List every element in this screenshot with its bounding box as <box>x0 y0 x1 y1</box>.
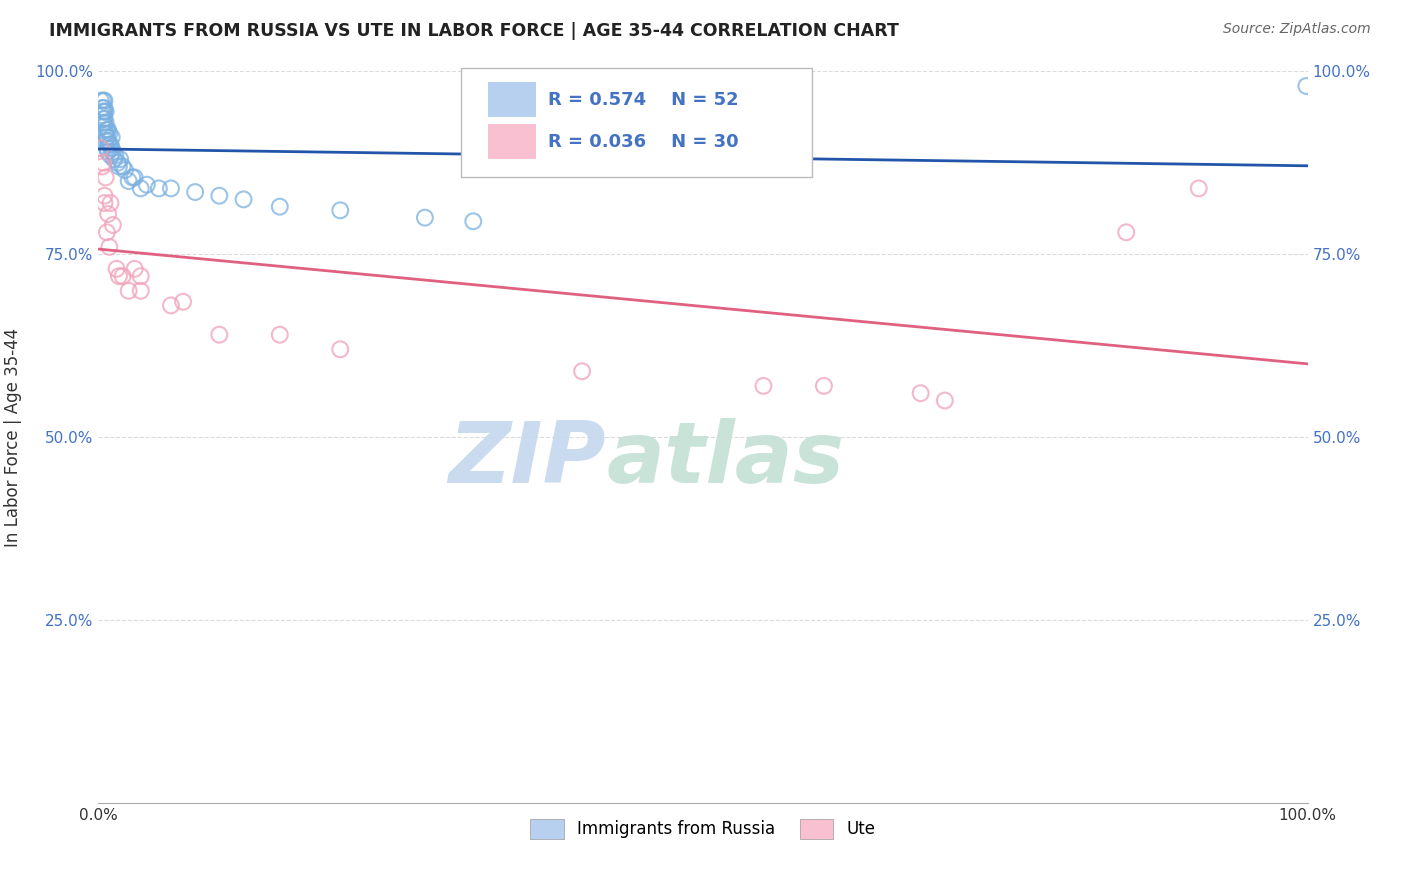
Point <box>910 386 932 401</box>
Point <box>413 211 436 225</box>
Point <box>98 137 121 152</box>
Point <box>96 225 118 239</box>
Point <box>91 115 114 129</box>
Text: Source: ZipAtlas.com: Source: ZipAtlas.com <box>1223 22 1371 37</box>
Point <box>93 127 115 141</box>
Y-axis label: In Labor Force | Age 35-44: In Labor Force | Age 35-44 <box>4 327 21 547</box>
Point <box>135 178 157 192</box>
Point <box>96 123 118 137</box>
Point <box>98 127 121 141</box>
Text: atlas: atlas <box>606 417 845 500</box>
Point <box>101 145 124 159</box>
Point <box>121 170 143 185</box>
Point <box>114 163 136 178</box>
Point <box>100 130 122 145</box>
Point <box>208 327 231 342</box>
Point <box>329 203 352 218</box>
Point <box>329 343 352 357</box>
Point <box>129 181 152 195</box>
Point <box>101 218 124 232</box>
Point <box>1188 181 1211 195</box>
Point <box>97 145 120 159</box>
Point <box>100 148 122 162</box>
Point <box>98 240 121 254</box>
Point <box>97 134 120 148</box>
Point <box>934 393 956 408</box>
Point <box>148 181 170 195</box>
Point <box>1295 78 1317 93</box>
FancyBboxPatch shape <box>488 124 536 159</box>
Point <box>100 141 122 155</box>
Point <box>813 379 835 393</box>
Text: R = 0.036    N = 30: R = 0.036 N = 30 <box>548 133 738 151</box>
Point <box>108 269 131 284</box>
Point <box>97 207 120 221</box>
Point <box>269 327 291 342</box>
Point <box>94 127 117 141</box>
Point <box>269 200 291 214</box>
Point <box>463 214 485 228</box>
Point <box>91 101 114 115</box>
Point <box>94 115 117 129</box>
Point <box>91 108 114 122</box>
Point <box>94 170 117 185</box>
Point <box>91 112 114 126</box>
Point <box>108 160 131 174</box>
Point <box>93 94 115 108</box>
Point <box>108 152 131 166</box>
Point <box>160 298 183 312</box>
FancyBboxPatch shape <box>461 68 811 178</box>
Point <box>105 261 128 276</box>
Point <box>232 193 254 207</box>
Point <box>100 137 122 152</box>
Point <box>103 152 125 166</box>
Point <box>94 134 117 148</box>
Point <box>752 379 775 393</box>
Point <box>129 269 152 284</box>
Point <box>100 196 122 211</box>
Point <box>111 160 134 174</box>
Point <box>111 269 134 284</box>
Point <box>91 94 114 108</box>
Point <box>208 188 231 202</box>
Point <box>90 94 112 108</box>
Point <box>93 119 115 133</box>
Point <box>184 185 207 199</box>
Point <box>94 104 117 119</box>
Point <box>90 141 112 155</box>
Legend: Immigrants from Russia, Ute: Immigrants from Russia, Ute <box>523 812 883 846</box>
Point <box>172 294 194 309</box>
Point <box>104 148 127 162</box>
Point <box>124 261 146 276</box>
Point <box>97 123 120 137</box>
FancyBboxPatch shape <box>488 82 536 118</box>
Point <box>96 130 118 145</box>
Point <box>93 196 115 211</box>
Point <box>571 364 593 378</box>
Point <box>91 160 114 174</box>
Point <box>118 174 141 188</box>
Point <box>93 188 115 202</box>
Point <box>129 284 152 298</box>
Point <box>93 104 115 119</box>
Text: IMMIGRANTS FROM RUSSIA VS UTE IN LABOR FORCE | AGE 35-44 CORRELATION CHART: IMMIGRANTS FROM RUSSIA VS UTE IN LABOR F… <box>49 22 898 40</box>
Point <box>93 112 115 126</box>
Point <box>91 156 114 170</box>
Point <box>124 170 146 185</box>
Point <box>107 156 129 170</box>
Point <box>96 141 118 155</box>
Point <box>93 101 115 115</box>
Point <box>160 181 183 195</box>
Point <box>1115 225 1137 239</box>
Text: R = 0.574    N = 52: R = 0.574 N = 52 <box>548 91 738 109</box>
Text: ZIP: ZIP <box>449 417 606 500</box>
Point <box>91 104 114 119</box>
Point <box>118 284 141 298</box>
